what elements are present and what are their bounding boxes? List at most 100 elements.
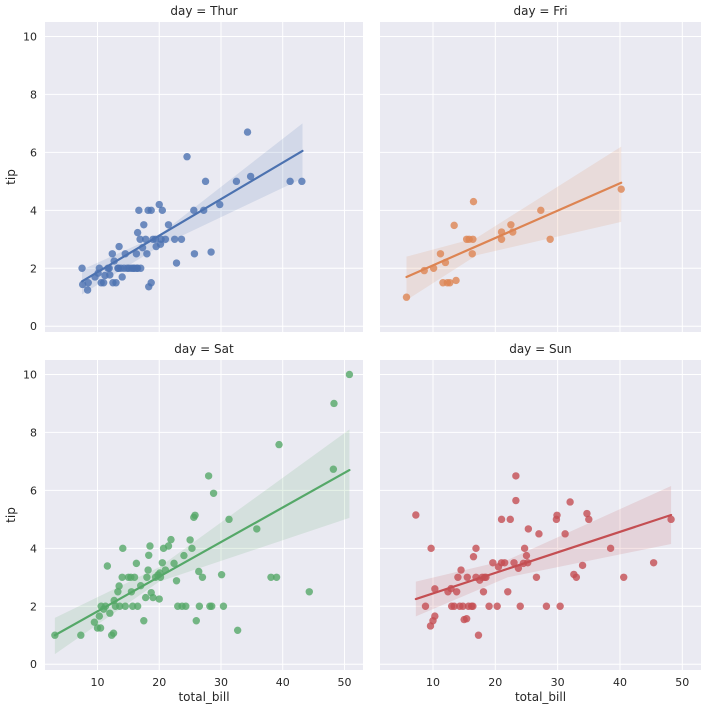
data-point xyxy=(170,235,179,243)
data-point xyxy=(246,172,255,181)
regression-line xyxy=(53,468,351,637)
data-point xyxy=(497,235,506,243)
data-point xyxy=(172,259,181,267)
data-point xyxy=(452,276,460,285)
data-point xyxy=(620,573,628,581)
data-point xyxy=(155,200,163,209)
data-point xyxy=(95,612,104,620)
data-point xyxy=(78,264,86,272)
data-point xyxy=(232,177,241,186)
data-point xyxy=(207,248,215,256)
data-point xyxy=(489,559,497,567)
y-tick-label: 10 xyxy=(23,30,37,43)
data-point xyxy=(118,273,126,281)
data-point xyxy=(161,235,170,243)
data-point xyxy=(479,588,488,596)
data-point xyxy=(155,595,163,603)
data-point xyxy=(243,128,252,136)
data-point xyxy=(78,280,87,289)
data-point xyxy=(96,624,105,632)
panel-background xyxy=(380,22,701,332)
data-point xyxy=(217,570,226,579)
panel-thur: day = Thur 0 2 4 6 8 10 tip xyxy=(4,4,363,333)
data-point xyxy=(141,235,150,243)
data-point xyxy=(109,629,118,637)
data-point xyxy=(191,511,199,519)
data-point xyxy=(77,631,85,639)
panel-fri: day = Fri xyxy=(380,4,701,332)
data-point xyxy=(164,542,173,550)
data-point xyxy=(469,197,478,206)
y-tick-label: 4 xyxy=(30,204,37,217)
panel-title: day = Sat xyxy=(174,342,234,356)
x-tick-label: 20 xyxy=(152,676,166,689)
x-tick-label: 30 xyxy=(214,676,228,689)
data-point xyxy=(144,566,152,574)
data-point xyxy=(450,221,458,230)
data-point xyxy=(485,602,493,610)
data-point xyxy=(667,515,675,524)
data-point xyxy=(572,573,581,581)
data-point xyxy=(90,618,99,626)
regression-line xyxy=(405,181,623,279)
data-point xyxy=(141,593,150,602)
data-point xyxy=(267,573,275,581)
data-point xyxy=(216,200,224,209)
y-tick-label: 10 xyxy=(23,368,37,381)
data-point xyxy=(233,626,242,635)
data-point xyxy=(566,498,574,506)
data-point xyxy=(143,250,151,258)
data-point xyxy=(617,185,625,193)
data-point xyxy=(172,577,181,585)
data-point xyxy=(188,544,196,553)
data-point xyxy=(225,515,233,524)
data-point xyxy=(329,465,338,473)
data-point xyxy=(143,573,151,581)
data-point xyxy=(298,177,306,186)
x-tick-label: 10 xyxy=(90,676,104,689)
data-point xyxy=(121,602,129,610)
data-point xyxy=(436,250,445,258)
data-point xyxy=(469,602,477,610)
data-point xyxy=(167,535,175,544)
data-point xyxy=(118,573,126,581)
data-point xyxy=(546,235,554,243)
y-tick-label: 0 xyxy=(30,658,37,671)
data-point xyxy=(330,399,338,408)
data-point xyxy=(446,279,454,287)
data-point xyxy=(149,593,157,602)
data-point xyxy=(133,228,142,237)
data-point xyxy=(421,602,430,610)
data-point xyxy=(520,544,529,553)
panel-sat: day = Sat 0 2 4 6 8 10 tip 10 20 30 40 50 total_bill xyxy=(4,342,363,704)
x-tick-label: 20 xyxy=(488,676,502,689)
data-point xyxy=(275,440,283,449)
data-point xyxy=(147,279,155,287)
data-point xyxy=(180,551,188,560)
data-point xyxy=(468,250,476,258)
data-point xyxy=(84,279,92,287)
data-point xyxy=(431,612,439,620)
data-point xyxy=(183,153,191,161)
data-point xyxy=(198,573,207,581)
data-point xyxy=(512,496,520,505)
y-tick-label: 6 xyxy=(30,146,37,159)
data-point xyxy=(493,602,501,610)
data-point xyxy=(204,472,213,480)
data-point xyxy=(510,559,518,567)
confidence-band xyxy=(54,429,350,655)
data-point xyxy=(190,250,199,258)
data-point xyxy=(99,279,108,287)
data-point xyxy=(195,567,203,576)
panel-title: day = Fri xyxy=(513,4,567,18)
x-tick-label: 40 xyxy=(613,676,627,689)
data-point xyxy=(469,235,477,243)
y-tick-label: 2 xyxy=(30,600,37,613)
data-point xyxy=(497,515,506,524)
data-point xyxy=(190,206,198,215)
y-tick-label: 0 xyxy=(30,320,37,333)
data-point xyxy=(463,573,471,581)
data-point xyxy=(472,544,480,553)
y-tick-label: 8 xyxy=(30,426,37,439)
data-point xyxy=(103,562,112,570)
